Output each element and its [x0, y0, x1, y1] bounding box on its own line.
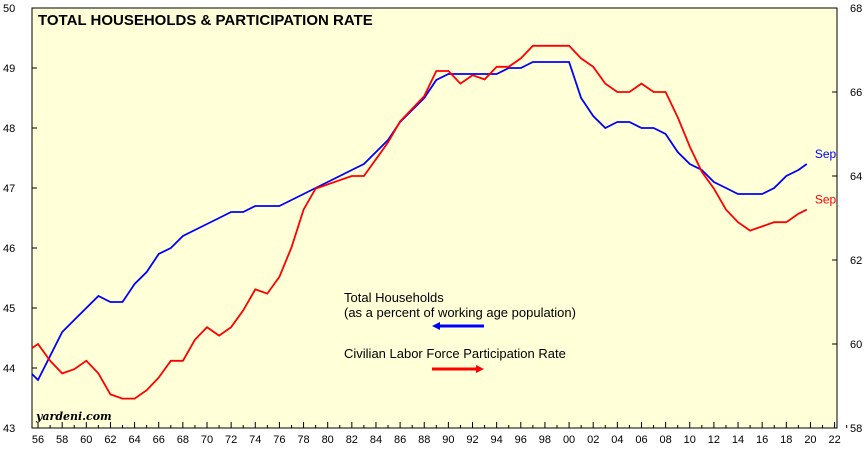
x-axis-tick-label: 08 [659, 434, 671, 446]
left-axis-tick-label: 48 [3, 123, 15, 135]
x-axis-tick-label: 16 [756, 434, 768, 446]
x-axis-tick-label: 00 [563, 434, 575, 446]
right-axis-tick-label: 64 [850, 171, 862, 183]
participation-end-label: Sep [815, 193, 837, 207]
plot-area [31, 7, 838, 429]
left-axis-tick-label: 50 [3, 3, 15, 15]
left-axis-tick-label: 44 [3, 363, 15, 375]
x-axis-tick-label: 66 [153, 434, 165, 446]
x-axis-tick-label: 06 [635, 434, 647, 446]
arrow-head [432, 322, 440, 330]
left-axis-tick-label: 45 [3, 303, 15, 315]
x-axis-tick-label: 22 [828, 434, 840, 446]
right-axis-tick-label: 68 [850, 3, 862, 15]
x-axis-tick-label: 72 [225, 434, 237, 446]
x-axis-tick-label: 92 [466, 434, 478, 446]
x-axis-tick-label: 68 [177, 434, 189, 446]
x-axis: 56 58 60 62 64 66 68 70 72 74 76 78 80 82 84 86 88 90 92 94… [32, 422, 848, 446]
households-end-label: Sep [815, 147, 837, 161]
x-axis-tick-label: 18 [780, 434, 792, 446]
x-axis-tick-label: 84 [370, 434, 382, 446]
x-axis-tick-label: 80 [322, 434, 334, 446]
x-axis-tick-label: 94 [491, 434, 503, 446]
x-axis-tick-label: 02 [587, 434, 599, 446]
x-axis-tick-label: 60 [80, 434, 92, 446]
brand-watermark: yardeni.com [35, 410, 112, 423]
left-axis-tick-label: 47 [3, 183, 15, 195]
legend-households-label: Total Households [344, 290, 444, 305]
right-axis-tick-label: 60 [850, 339, 862, 351]
x-axis-tick-label: 64 [128, 434, 140, 446]
x-axis-tick-label: 98 [539, 434, 551, 446]
x-axis-tick-label: 10 [684, 434, 696, 446]
series-participation-line [31, 44, 808, 400]
arrow-head [476, 365, 484, 373]
x-axis-tick-label: 20 [804, 434, 816, 446]
x-axis-tick-label: 82 [346, 434, 358, 446]
x-axis-tick-label: 78 [297, 434, 309, 446]
x-axis-tick-label: 62 [104, 434, 116, 446]
legend-households: Total Households (as a percent of workin… [344, 290, 576, 330]
x-axis-tick-label: 56 [32, 434, 44, 446]
legend-participation-arrow [432, 365, 484, 373]
right-axis: 58 60 62 64 66 68 [832, 3, 862, 435]
chart-title: TOTAL HOUSEHOLDS & PARTICIPATION RATE [38, 12, 373, 29]
right-axis-tick-label: 66 [850, 87, 862, 99]
x-axis-tick-label: 96 [515, 434, 527, 446]
x-axis-tick-label: 88 [418, 434, 430, 446]
left-axis-tick-label: 46 [3, 243, 15, 255]
x-axis-tick-label: 14 [732, 434, 744, 446]
legend-households-sublabel: (as a percent of working age population) [344, 305, 576, 320]
left-axis: 43 44 45 46 47 48 49 50 [3, 3, 37, 435]
x-axis-tick-label: 76 [273, 434, 285, 446]
series-households-line [31, 61, 808, 382]
x-axis-tick-label: 90 [442, 434, 454, 446]
x-axis-tick-label: 74 [249, 434, 261, 446]
legend-participation-label: Civilian Labor Force Participation Rate [344, 346, 566, 361]
right-axis-tick-label: 62 [850, 255, 862, 267]
x-axis-tick-label: 04 [611, 434, 623, 446]
left-axis-tick-label: 43 [3, 423, 15, 435]
legend-households-arrow [432, 322, 484, 330]
x-axis-tick-label: 12 [708, 434, 720, 446]
right-axis-tick-label: 58 [850, 423, 862, 435]
legend-participation: Civilian Labor Force Participation Rate [344, 346, 566, 373]
left-axis-tick-label: 49 [3, 63, 15, 75]
x-axis-tick-label: 86 [394, 434, 406, 446]
x-axis-tick-label: 58 [56, 434, 68, 446]
x-axis-tick-label: 70 [201, 434, 213, 446]
